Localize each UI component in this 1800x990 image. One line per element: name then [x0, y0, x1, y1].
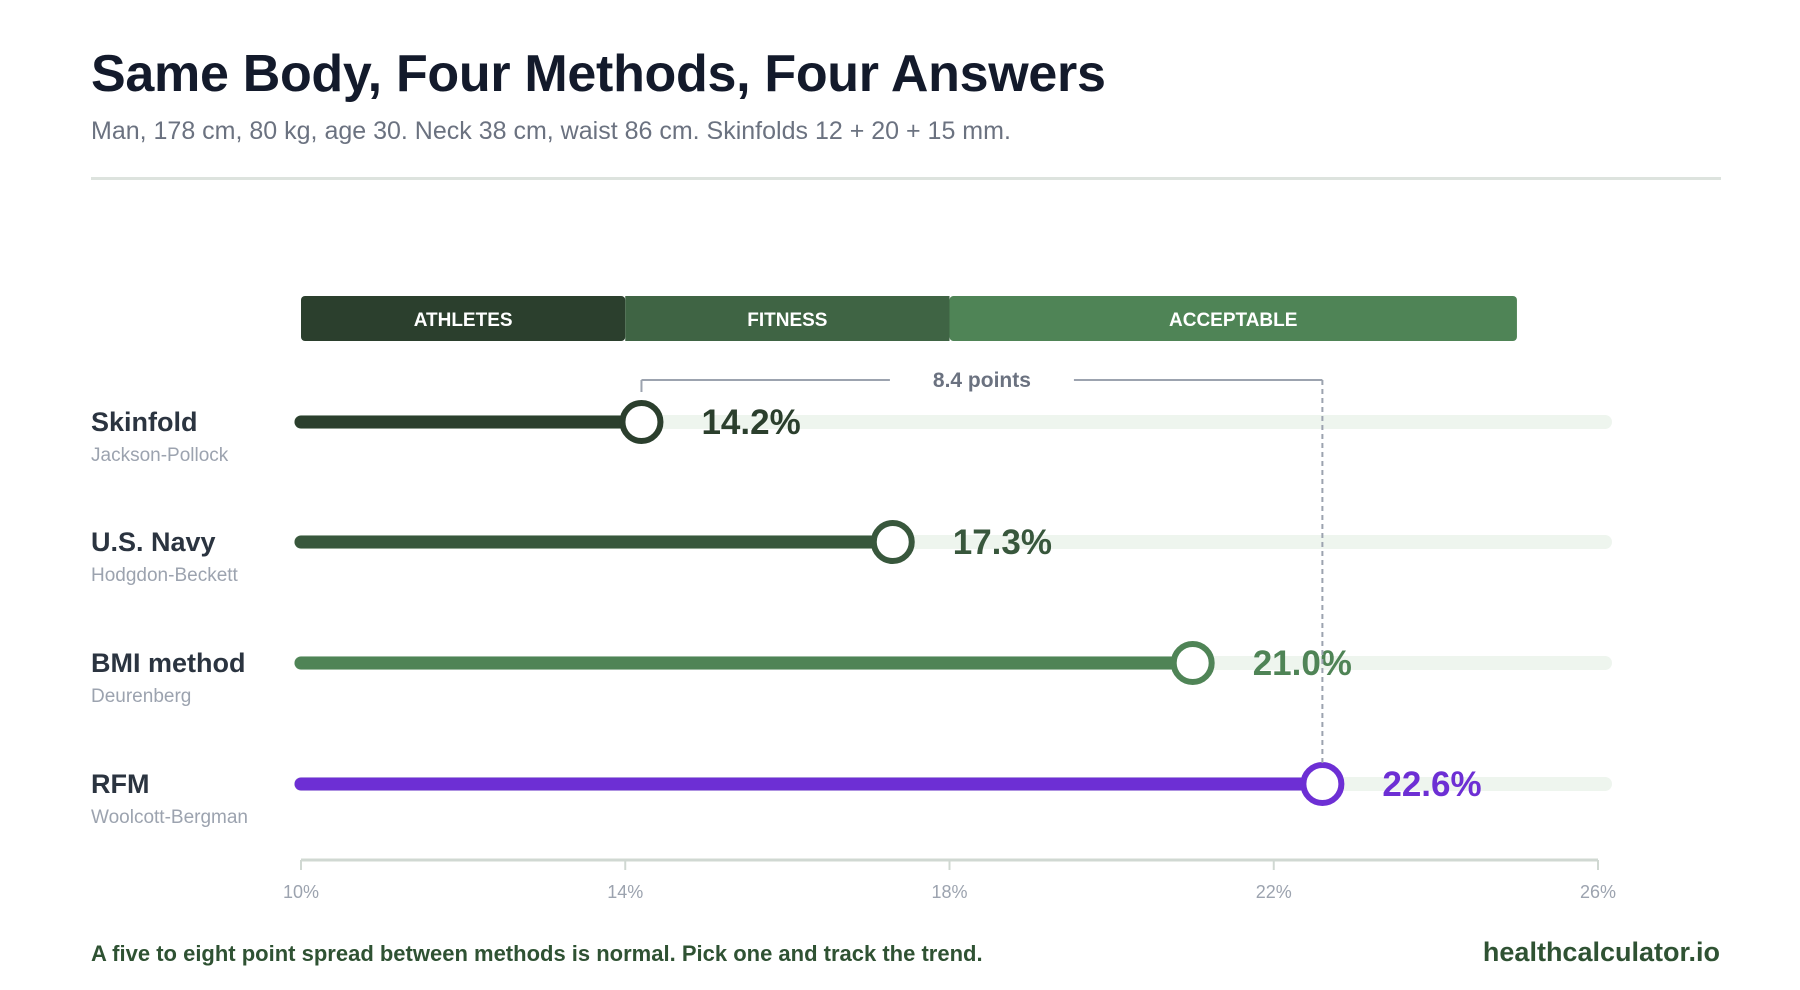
x-tick-label-18: 18% — [931, 882, 967, 902]
value-label-u-s-navy: 17.3% — [953, 523, 1052, 562]
marker-skinfold — [619, 400, 664, 444]
band-label-fitness: FITNESS — [747, 310, 827, 331]
annotation-label: 8.4 points — [933, 369, 1031, 392]
row-method-u-s-navy: Hodgdon-Beckett — [91, 565, 239, 586]
row-label-bmi-method: BMI method — [91, 648, 246, 678]
header-divider — [91, 177, 1721, 180]
footer-note: A five to eight point spread between met… — [91, 941, 983, 966]
row-label-rfm: RFM — [91, 769, 149, 799]
band-athletes — [301, 296, 626, 341]
marker-rfm — [1300, 762, 1345, 806]
row-label-u-s-navy: U.S. Navy — [91, 527, 216, 557]
marker-bmi-method — [1170, 641, 1215, 685]
x-tick-label-26: 26% — [1580, 882, 1616, 902]
marker-u-s-navy — [870, 520, 915, 564]
x-tick-label-14: 14% — [607, 882, 643, 902]
band-fitness — [625, 296, 950, 341]
row-method-rfm: Woolcott-Bergman — [91, 807, 248, 828]
x-tick-label-22: 22% — [1256, 882, 1292, 902]
row-method-skinfold: Jackson-Pollock — [91, 445, 229, 466]
chart-subtitle: Man, 178 cm, 80 kg, age 30. Neck 38 cm, … — [91, 117, 1011, 145]
band-label-acceptable: ACCEPTABLE — [1169, 310, 1297, 331]
band-label-athletes: ATHLETES — [414, 310, 513, 331]
x-tick-label-10: 10% — [283, 882, 319, 902]
value-label-rfm: 22.6% — [1382, 765, 1481, 804]
brand-label: healthcalculator.io — [1482, 937, 1720, 967]
value-label-bmi-method: 21.0% — [1253, 644, 1352, 683]
band-acceptable — [949, 296, 1517, 341]
chart-title: Same Body, Four Methods, Four Answers — [91, 45, 1106, 103]
value-label-skinfold: 14.2% — [701, 403, 800, 442]
row-label-skinfold: Skinfold — [91, 407, 198, 437]
row-method-bmi-method: Deurenberg — [91, 686, 191, 707]
